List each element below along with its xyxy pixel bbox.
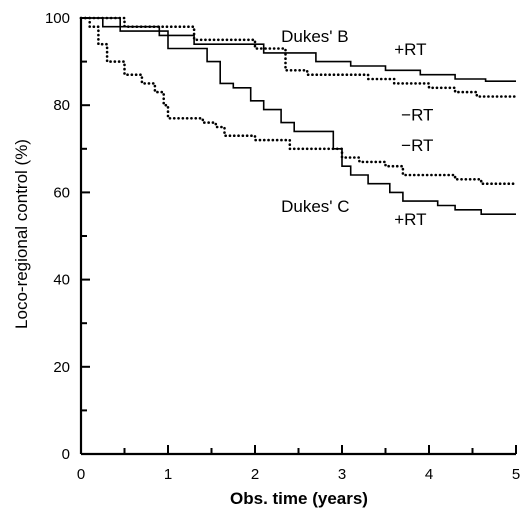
y-axis-label: Loco-regional control (%) bbox=[12, 139, 31, 329]
series-line-3 bbox=[81, 17, 516, 215]
y-tick-label: 0 bbox=[62, 446, 70, 463]
y-tick-label: 20 bbox=[53, 359, 70, 376]
annotation-label: +RT bbox=[394, 40, 426, 59]
x-tick-label: 2 bbox=[251, 466, 259, 483]
annotation-label: Dukes' B bbox=[281, 27, 349, 46]
y-tick-label: 60 bbox=[53, 184, 70, 201]
annotation-label: +RT bbox=[394, 210, 426, 229]
annotations: Dukes' B +RT −RT −RT Dukes' C +RT bbox=[281, 27, 433, 229]
annotation-label: Dukes' C bbox=[281, 197, 349, 216]
series-line-2 bbox=[79, 16, 518, 98]
x-tick-label: 4 bbox=[425, 466, 433, 483]
x-tick-label: 0 bbox=[77, 466, 85, 483]
y-tick-label: 40 bbox=[53, 272, 70, 289]
plot-lines bbox=[79, 16, 518, 215]
axes: 0 1 2 3 4 5 0 20 40 60 80 100 bbox=[45, 10, 520, 483]
y-tick-label: 100 bbox=[45, 10, 70, 27]
x-tick-label: 3 bbox=[338, 466, 346, 483]
annotation-label: −RT bbox=[401, 105, 433, 124]
annotation-label: −RT bbox=[401, 136, 433, 155]
x-tick-label: 5 bbox=[512, 466, 520, 483]
series-line-4 bbox=[79, 16, 518, 185]
y-tick-label: 80 bbox=[53, 97, 70, 114]
x-tick-label: 1 bbox=[164, 466, 172, 483]
x-axis-label: Obs. time (years) bbox=[230, 489, 368, 508]
